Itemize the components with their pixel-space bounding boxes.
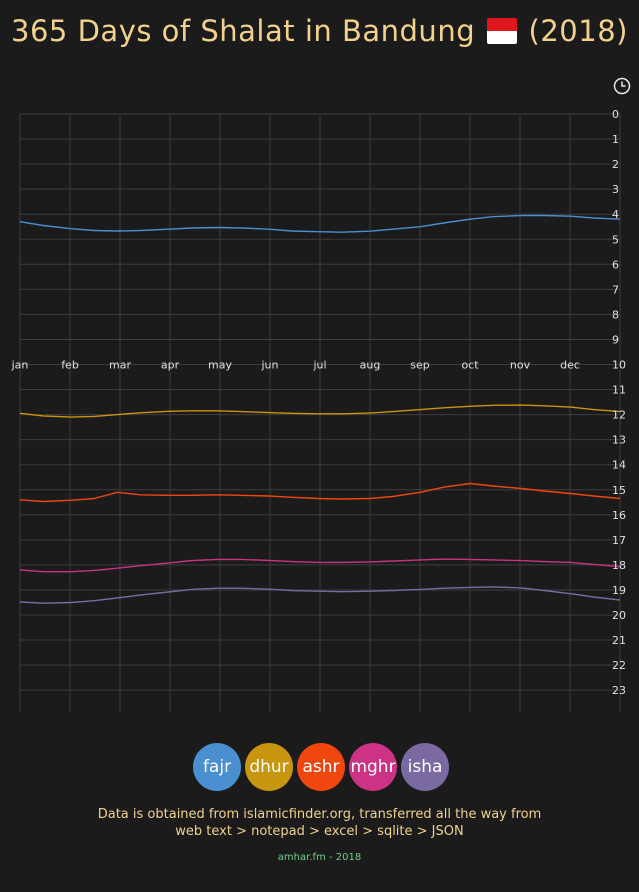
y-tick-label: 20: [612, 609, 626, 622]
y-tick-label: 19: [612, 584, 626, 597]
month-label-sep: sep: [410, 359, 429, 372]
series-line-fajr: [19, 214, 621, 233]
series-line-isha: [19, 586, 621, 604]
y-tick-label: 7: [612, 283, 619, 296]
y-tick-label: 15: [612, 484, 626, 497]
month-label-feb: feb: [61, 359, 79, 372]
chart-series: [19, 214, 621, 604]
data-source-note: Data is obtained from islamicfinder.org,…: [0, 806, 639, 840]
month-label-dec: dec: [560, 359, 580, 372]
month-label-jul: jul: [312, 359, 326, 372]
title-year: (2018): [528, 14, 628, 48]
note-line-2: web text > notepad > excel > sqlite > JS…: [175, 824, 464, 839]
y-tick-label: 2: [612, 158, 619, 171]
legend-button-ashr[interactable]: ashr: [297, 743, 345, 791]
chart-grid: [19, 113, 621, 712]
month-label-aug: aug: [360, 359, 381, 372]
y-tick-label: 0: [612, 108, 619, 121]
series-line-mghr: [19, 558, 621, 573]
y-tick-label: 22: [612, 659, 626, 672]
y-tick-label: 3: [612, 183, 619, 196]
y-tick-label: 12: [612, 409, 626, 422]
clock-icon[interactable]: [613, 77, 631, 95]
series-line-ashr: [19, 482, 621, 503]
month-label-mar: mar: [109, 359, 131, 372]
month-label-oct: oct: [461, 359, 479, 372]
y-tick-label: 16: [612, 509, 626, 522]
y-tick-label: 21: [612, 634, 626, 647]
y-tick-label: 10: [612, 359, 626, 372]
month-label-apr: apr: [161, 359, 180, 372]
y-tick-label: 14: [612, 459, 626, 472]
legend-button-dhur[interactable]: dhur: [245, 743, 293, 791]
y-tick-label: 18: [612, 559, 626, 572]
y-tick-label: 23: [612, 684, 626, 697]
credit-text: amhar.fm - 2018: [277, 852, 362, 863]
month-labels: jan feb mar apr may jun jul aug sep oct nov dec: [11, 359, 580, 372]
y-tick-label: 13: [612, 434, 626, 447]
month-label-nov: nov: [510, 359, 531, 372]
y-tick-label: 17: [612, 534, 626, 547]
indonesia-flag-icon: [486, 18, 517, 44]
page-title: 365 Days of Shalat in Bandung (2018): [0, 14, 639, 48]
month-label-jan: jan: [11, 359, 29, 372]
series-line-dhur: [19, 404, 621, 418]
y-tick-label: 9: [612, 333, 619, 346]
y-tick-label: 5: [612, 233, 619, 246]
month-label-may: may: [208, 359, 232, 372]
month-label-jun: jun: [261, 359, 279, 372]
y-tick-label: 4: [612, 208, 619, 221]
legend-button-isha[interactable]: isha: [401, 743, 449, 791]
y-tick-label: 6: [612, 258, 619, 271]
y-tick-label: 11: [612, 384, 626, 397]
legend-button-mghr[interactable]: mghr: [349, 743, 397, 791]
legend-button-fajr[interactable]: fajr: [193, 743, 241, 791]
y-tick-label: 8: [612, 308, 619, 321]
note-line-1: Data is obtained from islamicfinder.org,…: [97, 807, 542, 822]
title-text: 365 Days of Shalat in Bandung: [11, 14, 476, 48]
y-tick-label: 1: [612, 133, 619, 146]
